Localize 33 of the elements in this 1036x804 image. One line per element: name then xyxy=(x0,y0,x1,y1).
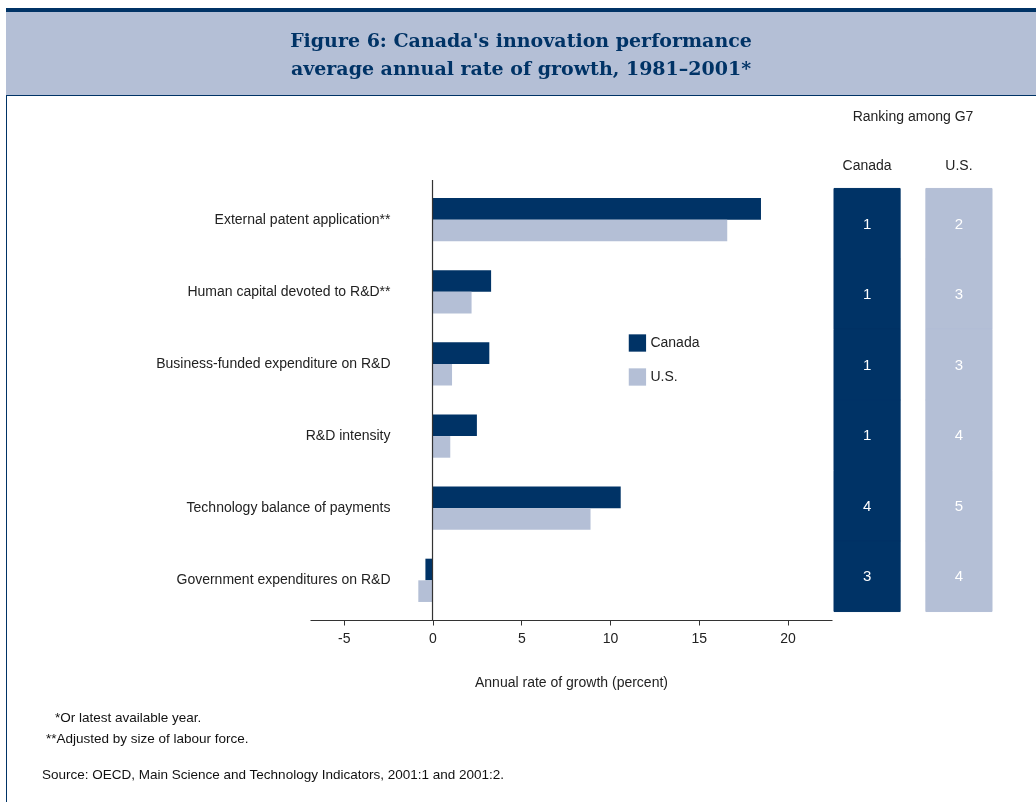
legend-label: Canada xyxy=(650,334,700,350)
source-note: Source: OECD, Main Science and Technology Indicators, 2001:1 and 2001:2. xyxy=(42,767,505,782)
y-tick-label: Technology balance of payments xyxy=(186,499,391,516)
data-label: 1 xyxy=(862,355,872,373)
data-label: 1 xyxy=(862,214,872,232)
x-tick-label: 5 xyxy=(517,629,526,646)
text: **Adjusted by size of labour force. xyxy=(46,731,249,746)
x-tick-label: -5 xyxy=(338,629,351,646)
data-label: 4 xyxy=(862,496,872,514)
x-tick-label: 0 xyxy=(429,629,438,646)
data-label: 5 xyxy=(954,496,964,514)
legend-label: U.S. xyxy=(650,368,678,384)
y-tick-label: Human capital devoted to R&D** xyxy=(187,282,392,299)
chart-title: Ranking among G7 xyxy=(852,108,974,124)
y-tick-label: Business-funded expenditure on R&D xyxy=(156,354,391,371)
y-tick-label: R&D intensity xyxy=(305,427,391,444)
x-tick-label: 15 xyxy=(691,629,708,646)
chart-title: Figure 6: Canada's innovation performance xyxy=(289,28,753,53)
x-tick-label: 10 xyxy=(602,629,619,646)
data-label: 1 xyxy=(862,426,872,444)
data-label: 1 xyxy=(862,285,872,303)
y-tick-label: External patent application** xyxy=(214,210,392,227)
text: *Or latest available year. xyxy=(55,710,202,725)
y-tick-label: Government expenditures on R&D xyxy=(176,571,391,588)
data-label: 4 xyxy=(954,567,964,585)
data-label: 4 xyxy=(954,426,964,444)
data-label: 3 xyxy=(862,567,872,585)
data-label: 2 xyxy=(954,214,964,232)
data-label: 3 xyxy=(954,355,964,373)
chart-subtitle: average annual rate of growth, 1981–2001* xyxy=(289,56,753,81)
data-label: 3 xyxy=(954,285,964,303)
x-tick-label: 20 xyxy=(780,629,797,646)
x-axis-title: Annual rate of growth (percent) xyxy=(475,673,668,690)
